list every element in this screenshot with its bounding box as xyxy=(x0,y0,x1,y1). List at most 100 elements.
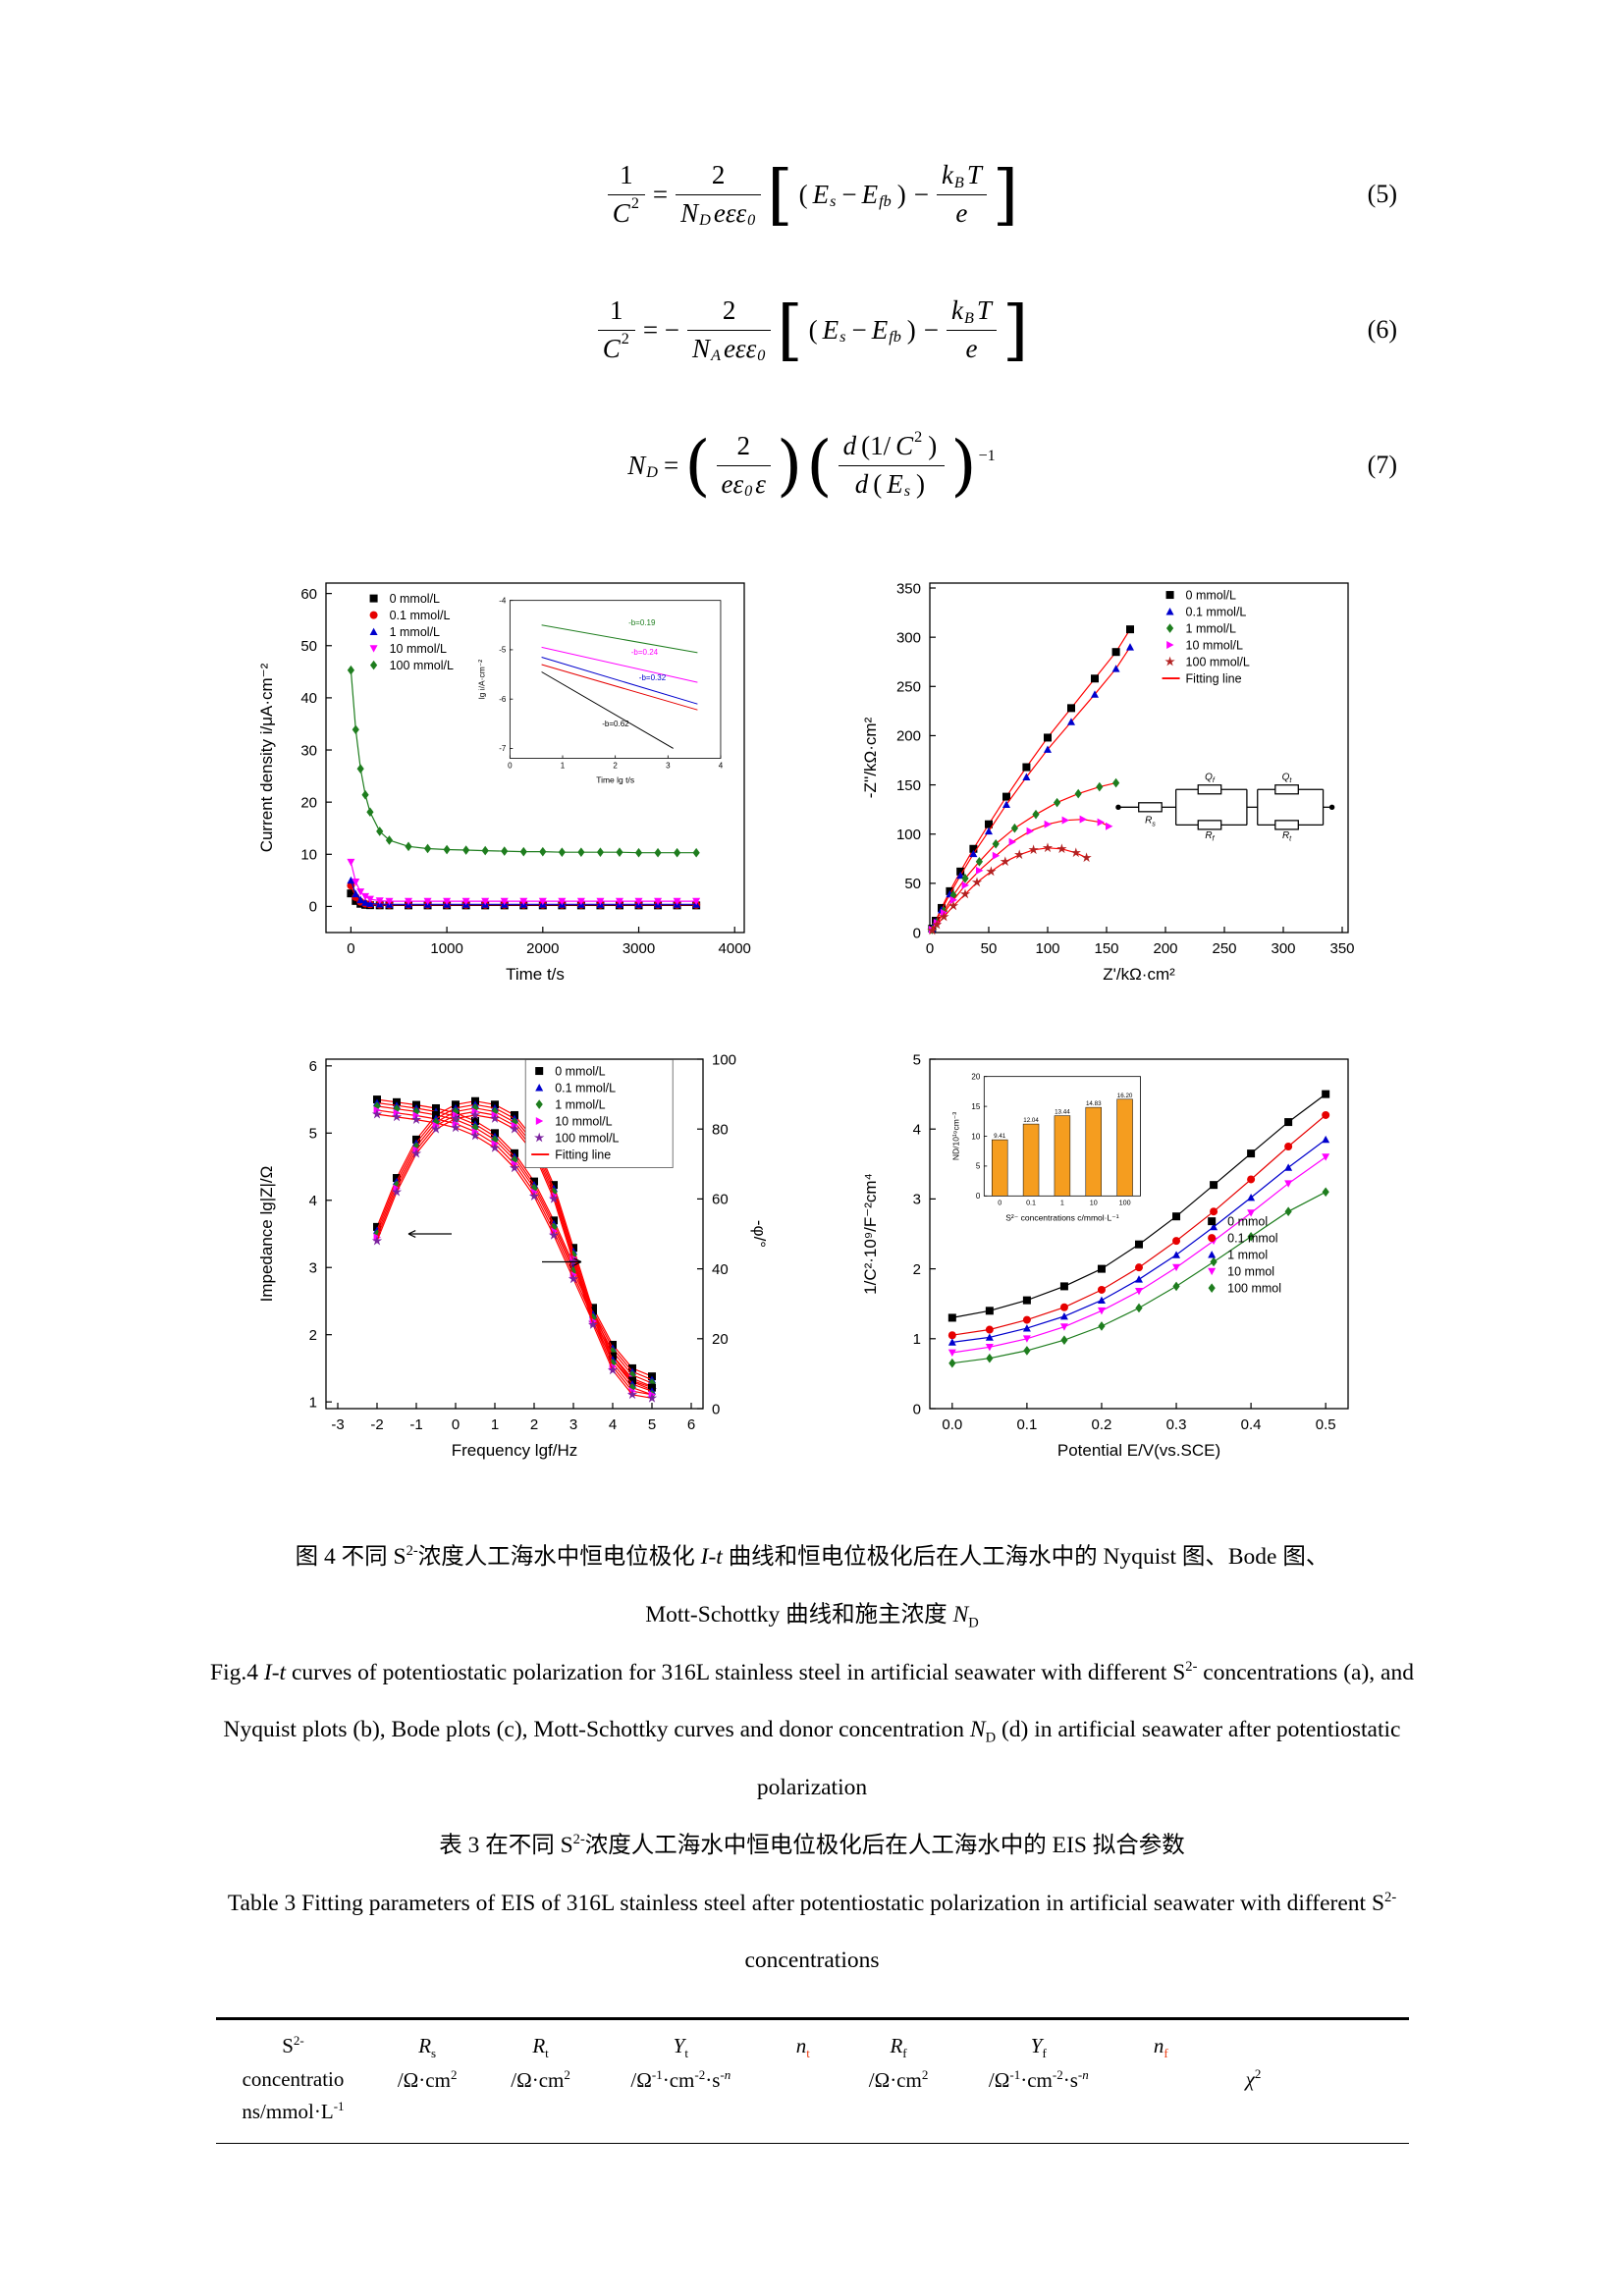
svg-text:0.0: 0.0 xyxy=(942,1416,962,1433)
table-column: χ2 xyxy=(1245,2065,1262,2091)
svg-text:0 mmol: 0 mmol xyxy=(1227,1215,1268,1229)
svg-text:100: 100 xyxy=(712,1051,736,1068)
svg-text:S²⁻ concentrations c/mmol·L⁻¹: S²⁻ concentrations c/mmol·L⁻¹ xyxy=(1005,1212,1118,1222)
svg-text:0.1: 0.1 xyxy=(1026,1198,1036,1206)
svg-text:5: 5 xyxy=(647,1416,655,1433)
svg-text:0.1 mmol/L: 0.1 mmol/L xyxy=(389,609,450,622)
svg-text:0: 0 xyxy=(975,1192,980,1201)
svg-text:0.1 mmol/L: 0.1 mmol/L xyxy=(555,1081,616,1095)
svg-text:-φ/°: -φ/° xyxy=(750,1220,766,1248)
svg-text:1000: 1000 xyxy=(430,940,462,957)
svg-text:0.1: 0.1 xyxy=(1016,1416,1037,1433)
svg-text:Qt: Qt xyxy=(1281,772,1292,784)
svg-text:1: 1 xyxy=(490,1416,498,1433)
svg-text:Potential E/V(vs.SCE): Potential E/V(vs.SCE) xyxy=(1056,1441,1219,1460)
svg-text:20: 20 xyxy=(971,1072,980,1081)
chart-current-time: 0 1000 2000 3000 4000 0 10 20 30 40 50 60 Time t/s Cu… xyxy=(255,569,766,991)
svg-text:ND/10¹⁹cm⁻³: ND/10¹⁹cm⁻³ xyxy=(950,1112,960,1160)
svg-text:2: 2 xyxy=(308,1327,316,1344)
svg-text:40: 40 xyxy=(300,690,317,707)
svg-text:100 mmol/L: 100 mmol/L xyxy=(555,1131,619,1145)
svg-text:40: 40 xyxy=(712,1261,729,1278)
svg-text:0: 0 xyxy=(912,1401,920,1417)
svg-text:3000: 3000 xyxy=(622,940,654,957)
svg-text:1 mmol: 1 mmol xyxy=(1227,1249,1268,1262)
svg-text:1 mmol/L: 1 mmol/L xyxy=(389,625,439,639)
svg-text:-b=0.32: -b=0.32 xyxy=(638,673,666,682)
svg-text:Fitting line: Fitting line xyxy=(555,1148,611,1161)
svg-text:1: 1 xyxy=(560,761,565,770)
svg-text:4: 4 xyxy=(608,1416,616,1433)
svg-text:4: 4 xyxy=(912,1121,920,1138)
figure-caption-zh-line2: Mott-Schottky 曲线和施主浓度 ND xyxy=(645,1601,979,1631)
svg-text:1 mmol/L: 1 mmol/L xyxy=(555,1097,605,1111)
captions-block: 图 4 不同 S2-浓度人工海水中恒电位极化 I-t 曲线和恒电位极化后在人工海… xyxy=(0,1528,1624,1990)
svg-text:Current density i/μA·cm⁻²: Current density i/μA·cm⁻² xyxy=(257,663,276,852)
table-caption-zh: 表 3 在不同 S2-浓度人工海水中恒电位极化后在人工海水中的 EIS 拟合参数 xyxy=(439,1831,1185,1858)
svg-text:0: 0 xyxy=(347,940,354,957)
svg-text:1: 1 xyxy=(308,1394,316,1411)
svg-text:2: 2 xyxy=(529,1416,537,1433)
svg-text:3: 3 xyxy=(912,1192,920,1208)
svg-text:150: 150 xyxy=(1094,940,1118,957)
table-column: nt xyxy=(795,2034,810,2061)
figure-caption-zh-line1: 图 4 不同 S2-浓度人工海水中恒电位极化 I-t 曲线和恒电位极化后在人工海… xyxy=(295,1543,1329,1570)
svg-text:50: 50 xyxy=(980,940,997,957)
svg-text:4: 4 xyxy=(718,761,723,770)
svg-text:-3: -3 xyxy=(331,1416,344,1433)
svg-text:12.04: 12.04 xyxy=(1023,1117,1039,1124)
table-column: Rt/Ω·cm2 xyxy=(511,2034,570,2092)
figure-4: 0 1000 2000 3000 4000 0 10 20 30 40 50 60 Time t/s Cu… xyxy=(0,569,1624,1468)
svg-text:Z'/kΩ·cm²: Z'/kΩ·cm² xyxy=(1103,965,1175,984)
svg-text:Rs: Rs xyxy=(1145,816,1156,828)
svg-text:10: 10 xyxy=(1089,1198,1097,1206)
svg-text:0.3: 0.3 xyxy=(1165,1416,1186,1433)
svg-text:14.83: 14.83 xyxy=(1085,1100,1101,1107)
svg-text:1: 1 xyxy=(912,1331,920,1348)
svg-text:10 mmol/L: 10 mmol/L xyxy=(389,642,446,656)
svg-text:10 mmol: 10 mmol xyxy=(1227,1265,1274,1279)
svg-text:-b=0.24: -b=0.24 xyxy=(630,648,658,657)
svg-text:0: 0 xyxy=(912,925,920,941)
svg-text:60: 60 xyxy=(712,1192,729,1208)
svg-text:350: 350 xyxy=(1329,940,1354,957)
svg-text:0.1 mmol/L: 0.1 mmol/L xyxy=(1185,605,1246,618)
svg-text:-4: -4 xyxy=(499,596,507,605)
svg-text:20: 20 xyxy=(712,1331,729,1348)
svg-text:0.4: 0.4 xyxy=(1240,1416,1261,1433)
chart-mott-schottky: 0.0 0.1 0.2 0.3 0.4 0.5 0 1 2 3 4 5 Potential E/V(vs… xyxy=(859,1045,1370,1468)
table-column: Rs/Ω·cm2 xyxy=(397,2034,458,2092)
svg-text:0 mmol/L: 0 mmol/L xyxy=(555,1064,605,1078)
svg-text:10: 10 xyxy=(971,1132,980,1141)
chart-bode: -3 -2 -1 0 1 2 3 4 5 6 1 2 3 4 5 6 0 20 40 60 80 100 Frequency… xyxy=(255,1045,769,1468)
svg-text:-5: -5 xyxy=(499,646,507,655)
svg-text:250: 250 xyxy=(895,679,920,696)
table-column: nf xyxy=(1153,2034,1168,2061)
svg-text:5: 5 xyxy=(912,1051,920,1068)
svg-text:-1: -1 xyxy=(409,1416,422,1433)
svg-text:6: 6 xyxy=(308,1058,316,1075)
svg-text:300: 300 xyxy=(1271,940,1295,957)
equation-5-number: (5) xyxy=(1367,180,1397,208)
svg-text:-b=0.19: -b=0.19 xyxy=(628,618,656,627)
svg-text:0: 0 xyxy=(712,1401,720,1417)
svg-text:4000: 4000 xyxy=(718,940,750,957)
svg-text:100 mmol/L: 100 mmol/L xyxy=(389,659,453,672)
svg-text:3: 3 xyxy=(308,1259,316,1276)
svg-text:0: 0 xyxy=(508,761,513,770)
svg-text:5: 5 xyxy=(308,1126,316,1143)
svg-text:3: 3 xyxy=(666,761,671,770)
svg-text:4: 4 xyxy=(308,1193,316,1209)
equation-6-number: (6) xyxy=(1367,315,1397,344)
svg-text:0: 0 xyxy=(998,1198,1001,1206)
svg-text:2: 2 xyxy=(613,761,618,770)
svg-text:60: 60 xyxy=(300,586,317,603)
svg-text:250: 250 xyxy=(1212,940,1236,957)
table-caption-en: Table 3 Fitting parameters of EIS of 316… xyxy=(227,1889,1397,1974)
